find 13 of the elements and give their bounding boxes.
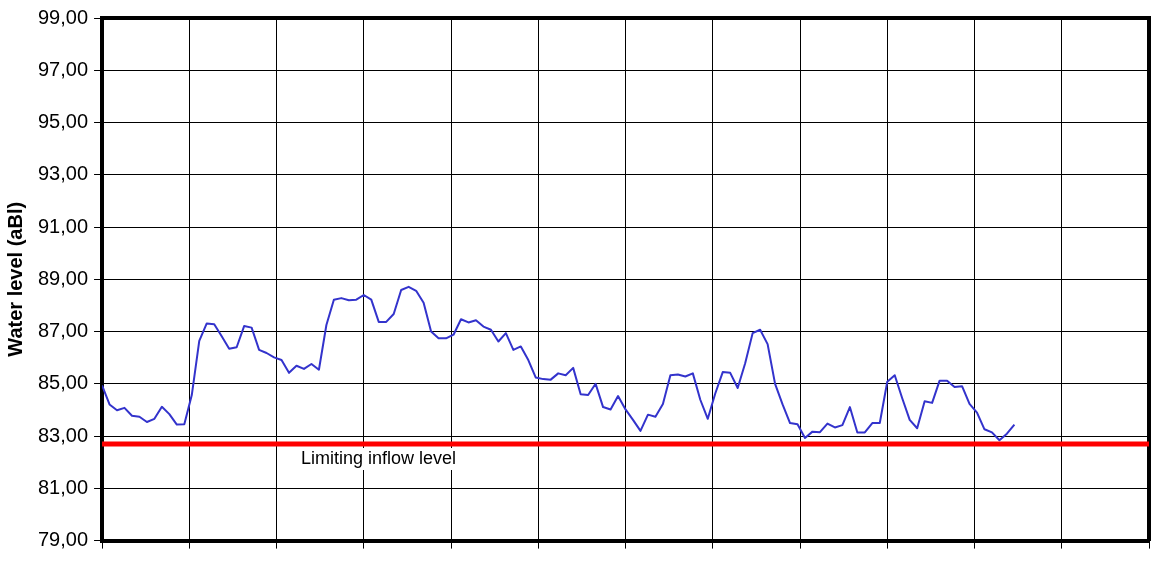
y-tick-label: 81,00 — [37, 475, 89, 498]
y-tick-label: 95,00 — [37, 110, 89, 133]
y-tick-label: 97,00 — [37, 57, 89, 80]
y-tick-label: 99,00 — [37, 5, 89, 28]
y-tick-label: 89,00 — [37, 266, 89, 289]
y-tick-label: 83,00 — [37, 423, 89, 446]
y-axis-title: Water level (aBl) — [3, 201, 26, 357]
ref-line-label: Limiting inflow level — [300, 447, 457, 468]
y-tick-label: 79,00 — [37, 528, 89, 551]
y-tick-label: 85,00 — [37, 371, 89, 394]
y-tick-label: 93,00 — [37, 162, 89, 185]
y-tick-label: 91,00 — [37, 214, 89, 237]
y-tick-label: 87,00 — [37, 319, 89, 342]
